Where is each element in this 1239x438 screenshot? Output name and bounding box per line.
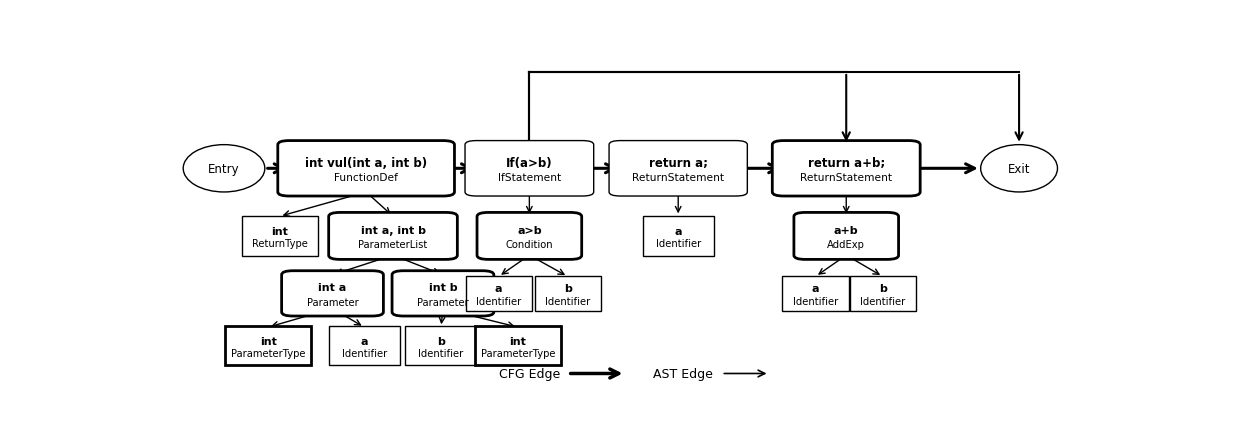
Text: Identifier: Identifier [793, 296, 838, 306]
FancyBboxPatch shape [466, 276, 532, 311]
Text: a: a [361, 336, 368, 346]
Text: int a: int a [318, 283, 347, 293]
Text: IfStatement: IfStatement [498, 173, 561, 182]
Text: Condition: Condition [506, 240, 553, 250]
FancyBboxPatch shape [475, 327, 560, 365]
Text: Identifier: Identifier [342, 348, 387, 358]
Text: a: a [674, 226, 681, 236]
Text: Exit: Exit [1007, 162, 1031, 175]
Ellipse shape [183, 145, 265, 193]
Text: b: b [437, 336, 445, 346]
Text: b: b [564, 284, 571, 293]
Text: Parameter: Parameter [306, 297, 358, 307]
Ellipse shape [981, 145, 1058, 193]
FancyBboxPatch shape [328, 213, 457, 260]
FancyBboxPatch shape [405, 327, 477, 365]
FancyBboxPatch shape [281, 271, 383, 316]
Text: a+b: a+b [834, 225, 859, 235]
Text: a>b: a>b [517, 225, 541, 235]
Text: ParameterType: ParameterType [230, 348, 306, 358]
FancyBboxPatch shape [535, 276, 601, 311]
FancyBboxPatch shape [794, 213, 898, 260]
FancyBboxPatch shape [782, 276, 849, 311]
Text: int a, int b: int a, int b [361, 225, 425, 235]
Text: Entry: Entry [208, 162, 240, 175]
FancyBboxPatch shape [328, 327, 400, 365]
FancyBboxPatch shape [225, 327, 311, 365]
Text: ReturnStatement: ReturnStatement [800, 173, 892, 182]
Text: Identifier: Identifier [545, 296, 591, 306]
Text: ParameterType: ParameterType [481, 348, 555, 358]
FancyBboxPatch shape [850, 276, 916, 311]
FancyBboxPatch shape [465, 141, 593, 197]
Text: Identifier: Identifier [860, 296, 906, 306]
FancyBboxPatch shape [278, 141, 455, 197]
FancyBboxPatch shape [477, 213, 581, 260]
Text: FunctionDef: FunctionDef [335, 173, 398, 182]
FancyBboxPatch shape [242, 216, 317, 256]
Text: int: int [509, 336, 527, 346]
Text: AddExp: AddExp [828, 240, 865, 250]
Text: CFG Edge: CFG Edge [499, 367, 560, 380]
FancyBboxPatch shape [610, 141, 747, 197]
Text: Identifier: Identifier [419, 348, 463, 358]
Text: Identifier: Identifier [476, 296, 522, 306]
FancyBboxPatch shape [772, 141, 921, 197]
FancyBboxPatch shape [643, 216, 714, 256]
Text: Identifier: Identifier [655, 239, 701, 249]
Text: Parameter: Parameter [418, 297, 468, 307]
Text: AST Edge: AST Edge [653, 367, 712, 380]
Text: a: a [494, 284, 502, 293]
Text: int b: int b [429, 283, 457, 293]
Text: ReturnStatement: ReturnStatement [632, 173, 725, 182]
Text: return a+b;: return a+b; [808, 156, 885, 170]
Text: int: int [260, 336, 276, 346]
Text: b: b [878, 284, 887, 293]
Text: a: a [812, 284, 819, 293]
Text: If(a>b): If(a>b) [506, 156, 553, 170]
Text: ParameterList: ParameterList [358, 240, 427, 250]
FancyBboxPatch shape [392, 271, 494, 316]
Text: ReturnType: ReturnType [252, 239, 307, 249]
Text: int vul(int a, int b): int vul(int a, int b) [305, 156, 427, 170]
Text: return a;: return a; [649, 156, 707, 170]
Text: int: int [271, 226, 289, 236]
